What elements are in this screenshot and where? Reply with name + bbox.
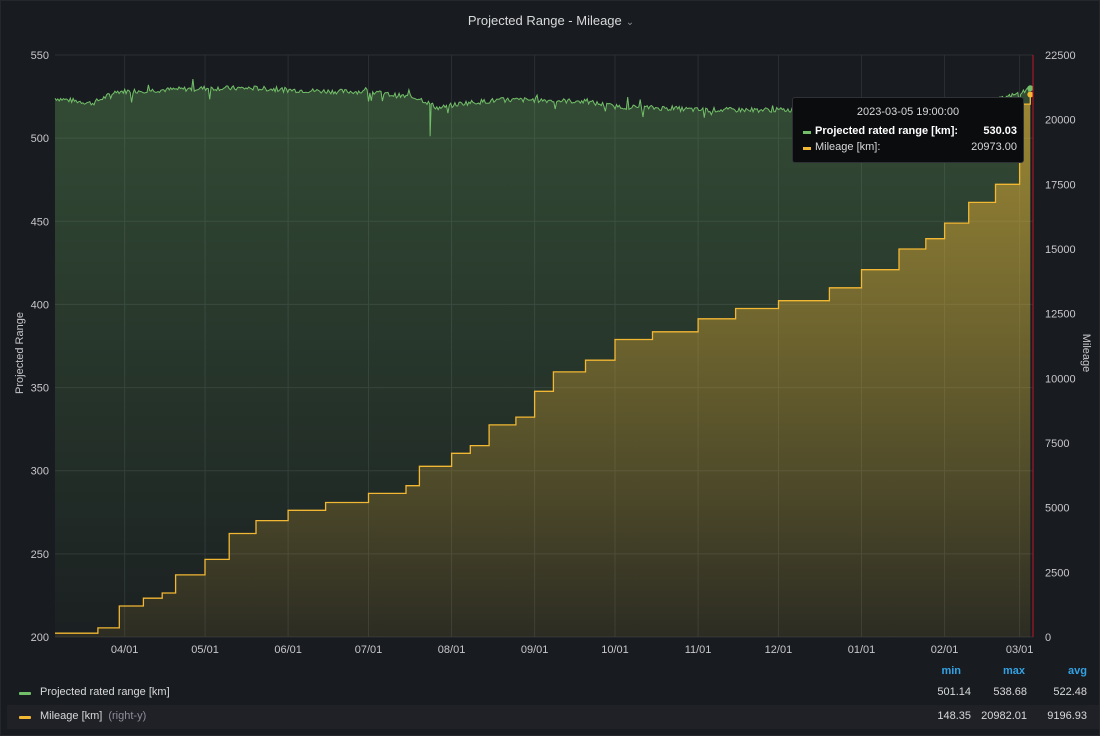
x-tick-label: 05/01 — [191, 644, 219, 656]
legend-header-avg[interactable]: avg — [1068, 665, 1087, 677]
panel-title[interactable]: Projected Range - Mileage ⌄ — [1, 13, 1100, 28]
tooltip-value-mileage: 20973.00 — [971, 141, 1017, 153]
mileage-line — [55, 94, 1031, 634]
y-right-tick-label: 20000 — [1045, 115, 1076, 127]
time-series-chart[interactable]: 200 250 300 350 400 450 500 550 0 2500 5000 7500 100… — [1, 1, 1100, 661]
legend-row-mileage[interactable]: Mileage [km] (right-y) 148.35 20982.01 91… — [7, 705, 1099, 729]
y-right-tick-label: 7500 — [1045, 438, 1069, 450]
x-tick-label: 11/01 — [685, 644, 712, 656]
legend-header-max[interactable]: max — [1002, 665, 1025, 677]
legend-max-range: 538.68 — [993, 686, 1027, 698]
x-tick-label: 07/01 — [355, 644, 383, 656]
tooltip-swatch-range — [803, 131, 811, 134]
y-left-tick-label: 400 — [31, 299, 49, 311]
legend-row-range[interactable]: Projected rated range [km] 501.14 538.68… — [7, 681, 1099, 705]
x-tick-label: 12/01 — [765, 644, 793, 656]
mileage-hover-point — [1027, 91, 1034, 98]
y-right-tick-label: 10000 — [1045, 373, 1076, 385]
tooltip-swatch-mileage — [803, 147, 811, 150]
legend-name-range[interactable]: Projected rated range [km] — [40, 686, 170, 698]
y-axis-left-title: Projected Range — [14, 312, 26, 394]
tooltip-value-range: 530.03 — [983, 125, 1017, 137]
legend-min-mileage: 148.35 — [937, 710, 971, 722]
x-tick-label: 06/01 — [274, 644, 302, 656]
x-tick-label: 08/01 — [438, 644, 466, 656]
tooltip-row-mileage: Mileage [km]: 20973.00 — [803, 141, 1017, 157]
tooltip-label-mileage: Mileage [km]: — [815, 141, 881, 153]
axis-ticks: 200 250 300 350 400 450 500 550 0 2500 5000 7500 100… — [31, 50, 1076, 656]
hover-tooltip: 2023-03-05 19:00:00 Projected rated rang… — [792, 97, 1024, 163]
x-tick-label: 01/01 — [848, 644, 876, 656]
chevron-down-icon[interactable]: ⌄ — [625, 17, 635, 28]
legend-swatch-range[interactable] — [19, 692, 31, 695]
y-axis-right-title: Mileage — [1080, 334, 1092, 373]
y-left-tick-label: 500 — [31, 133, 49, 145]
tooltip-label-range: Projected rated range [km]: — [815, 125, 959, 137]
y-right-tick-label: 15000 — [1045, 244, 1076, 256]
legend-avg-range: 522.48 — [1053, 686, 1087, 698]
x-tick-label: 03/01 — [1006, 644, 1034, 656]
tooltip-row-range: Projected rated range [km]: 530.03 — [803, 125, 1017, 141]
legend-min-range: 501.14 — [937, 686, 971, 698]
legend-suffix-mileage: (right-y) — [108, 710, 147, 722]
y-right-tick-label: 17500 — [1045, 179, 1076, 191]
x-tick-label: 09/01 — [521, 644, 549, 656]
y-left-tick-label: 450 — [31, 216, 49, 228]
tooltip-time: 2023-03-05 19:00:00 — [856, 106, 960, 118]
legend-header-min[interactable]: min — [941, 665, 961, 677]
y-right-tick-label: 5000 — [1045, 503, 1069, 515]
legend-avg-mileage: 9196.93 — [1047, 710, 1087, 722]
y-right-tick-label: 12500 — [1045, 309, 1076, 321]
legend-swatch-mileage[interactable] — [19, 716, 31, 719]
legend-max-mileage: 20982.01 — [981, 710, 1027, 722]
y-left-tick-label: 350 — [31, 383, 49, 395]
panel-title-text[interactable]: Projected Range - Mileage — [467, 13, 622, 28]
y-left-tick-label: 250 — [31, 549, 49, 561]
y-left-tick-label: 200 — [31, 632, 49, 644]
x-tick-label: 04/01 — [111, 644, 139, 656]
range-hover-point — [1027, 85, 1034, 92]
x-tick-label: 10/01 — [601, 644, 629, 656]
legend-label-range[interactable]: Projected rated range [km] — [40, 686, 170, 698]
y-left-tick-label: 550 — [31, 50, 49, 62]
y-right-tick-label: 22500 — [1045, 50, 1076, 62]
legend-name-mileage[interactable]: Mileage [km] (right-y) — [40, 710, 146, 722]
y-left-tick-label: 300 — [31, 466, 49, 478]
legend-label-mileage[interactable]: Mileage [km] — [40, 710, 103, 722]
y-right-tick-label: 2500 — [1045, 567, 1069, 579]
y-right-tick-label: 0 — [1045, 632, 1051, 644]
mileage-area — [55, 94, 1031, 637]
series-areas — [55, 79, 1031, 637]
x-tick-label: 02/01 — [931, 644, 959, 656]
